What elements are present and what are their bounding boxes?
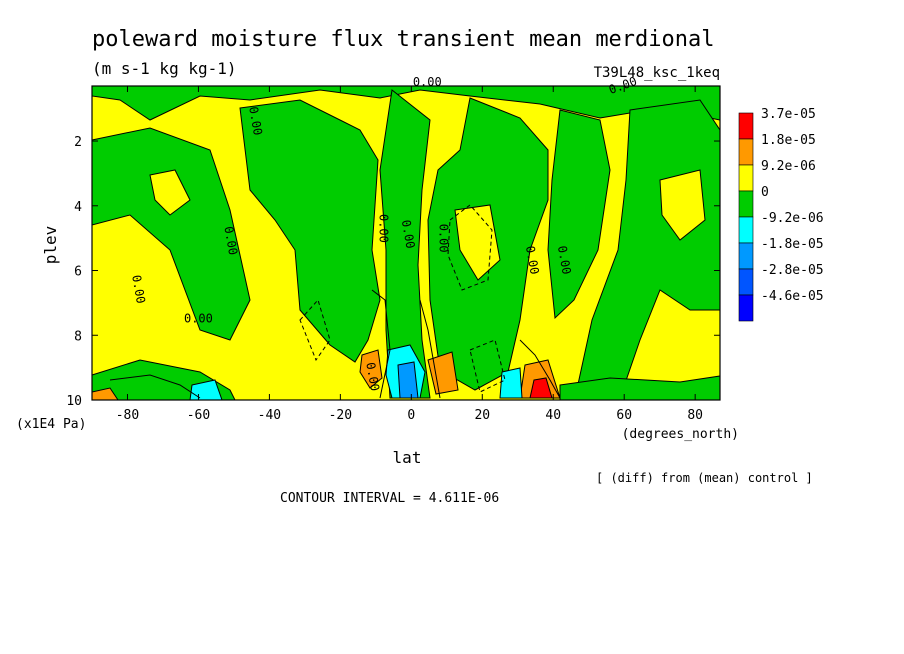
legend-swatch xyxy=(738,216,754,244)
contour-label: 0.00 xyxy=(413,75,442,89)
run-label: T39L48_ksc_1keq xyxy=(594,65,720,81)
yellow-pocket-3 xyxy=(659,169,706,241)
contour-label: 0.00 xyxy=(437,224,451,253)
legend-swatch xyxy=(738,294,754,322)
contour-label: 0.00 xyxy=(376,214,390,243)
chart-title: poleward moisture flux transient mean me… xyxy=(92,27,715,52)
cyan-core-north xyxy=(499,367,523,399)
legend-label: 1.8e-05 xyxy=(761,133,816,148)
legend-label: 9.2e-06 xyxy=(761,159,816,174)
legend-swatch xyxy=(738,112,754,140)
legend-label: -2.8e-05 xyxy=(761,263,824,278)
positive-cores xyxy=(91,349,561,401)
chart-subtitle: (m s-1 kg kg-1) xyxy=(92,59,237,78)
dashed-contours xyxy=(299,204,506,393)
legend-label: -4.6e-05 xyxy=(761,289,824,304)
diff-footnote: [ (diff) from (mean) control ] xyxy=(596,471,813,485)
contour-label: 0.00 xyxy=(399,219,418,250)
legend-label: -1.8e-05 xyxy=(761,237,824,252)
x-tick-label: 80 xyxy=(687,408,703,423)
green-northern-mid xyxy=(547,109,611,320)
y-tick-label: 8 xyxy=(74,329,82,344)
contour-line-1 xyxy=(371,289,391,399)
contour-labels: 0.00 0.00 0.00 0.00 0.00 0.00 0.00 0.00 0.00 0.00… xyxy=(129,74,639,392)
green-left-southern xyxy=(91,127,251,341)
y-axis-unit: (x1E4 Pa) xyxy=(16,417,86,432)
legend-label: 0 xyxy=(761,185,769,200)
contour-label: 0.00 xyxy=(129,274,148,305)
x-axis-ticks: -80 -60 -40 -20 0 20 40 60 80 xyxy=(116,86,703,423)
legend-swatch xyxy=(738,138,754,166)
x-tick-label: -20 xyxy=(329,408,352,423)
solid-contours xyxy=(109,289,561,399)
yellow-pocket-1 xyxy=(149,169,191,216)
negative-cores xyxy=(189,344,523,401)
x-axis-unit: (degrees_north) xyxy=(622,427,739,442)
green-southern-ridge xyxy=(239,99,381,363)
legend-swatch xyxy=(738,190,754,218)
legend-swatch xyxy=(738,268,754,296)
plot-frame xyxy=(91,85,721,401)
legend-label: -9.2e-06 xyxy=(761,211,824,226)
y-tick-label: 2 xyxy=(74,135,82,150)
dashed-contour-2 xyxy=(299,299,331,362)
contour-line-2 xyxy=(419,299,441,399)
x-tick-label: 60 xyxy=(616,408,632,423)
green-tropics xyxy=(379,89,431,399)
contour-label: 0.00 xyxy=(246,105,265,136)
orange-core-eq xyxy=(427,351,459,395)
y-tick-label: 6 xyxy=(74,265,82,280)
dashed-contour-3 xyxy=(469,339,506,393)
y-tick-label: 4 xyxy=(74,200,82,215)
x-tick-label: -40 xyxy=(258,408,281,423)
color-legend: 3.7e-05 1.8e-05 9.2e-06 0 -9.2e-06 -1.8e-05 -2… xyxy=(738,107,824,322)
contour-interval: CONTOUR INTERVAL = 4.611E-06 xyxy=(280,491,499,506)
legend-swatch xyxy=(738,164,754,192)
x-axis-label: lat xyxy=(393,448,422,467)
y-axis-label: plev xyxy=(41,226,60,265)
legend-label: 3.7e-05 xyxy=(761,107,816,122)
legend-swatch xyxy=(738,242,754,270)
blue-core-equator xyxy=(397,361,419,399)
x-tick-label: -60 xyxy=(187,408,210,423)
contour-label: 0.00 xyxy=(184,311,213,325)
contour-label: 0.00 xyxy=(523,245,542,276)
contour-label: 0.00 xyxy=(221,225,240,256)
y-axis-ticks: 2 4 6 8 10 xyxy=(66,135,720,409)
plot-area: 0.00 0.00 0.00 0.00 0.00 0.00 0.00 0.00 0.00 0.00… xyxy=(66,74,721,423)
x-tick-label: 0 xyxy=(407,408,415,423)
orange-core-south xyxy=(359,349,383,389)
contour-line-4 xyxy=(519,339,561,399)
contour-label: 0.00 xyxy=(555,245,574,276)
x-tick-label: 40 xyxy=(545,408,561,423)
dashed-contour-1 xyxy=(447,204,493,291)
contour-label: 0.00 xyxy=(363,361,382,392)
x-tick-label: -80 xyxy=(116,408,139,423)
yellow-pockets xyxy=(149,169,706,281)
y-tick-label: 10 xyxy=(66,394,82,409)
x-tick-label: 20 xyxy=(474,408,490,423)
contour-line-3 xyxy=(109,374,201,399)
red-core-north xyxy=(529,377,553,399)
